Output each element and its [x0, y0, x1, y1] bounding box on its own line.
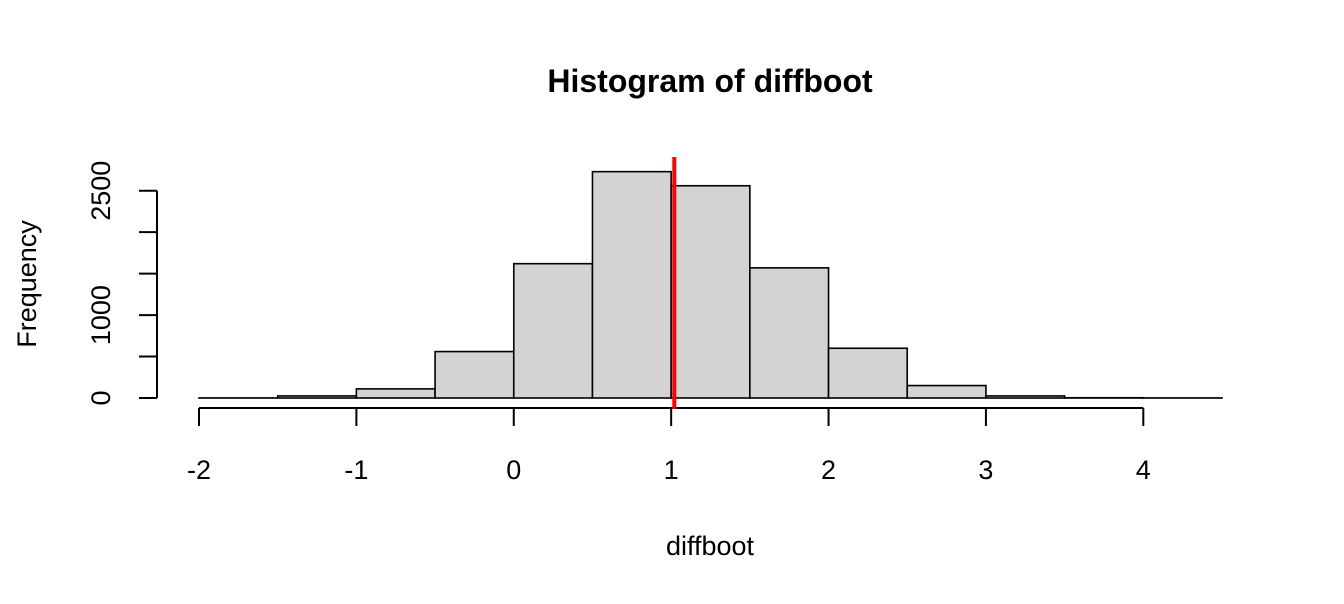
chart-title: Histogram of diffboot	[547, 63, 873, 99]
histogram-bar-1	[276, 395, 358, 399]
x-axis-label: diffboot	[666, 531, 755, 561]
x-tick-label-6: 4	[1136, 455, 1151, 485]
histogram-bar-3	[434, 350, 515, 399]
histogram-bar-2	[355, 388, 436, 399]
histogram-bar-10	[985, 395, 1066, 399]
x-tick-label-3: 1	[664, 455, 679, 485]
histogram-bar-9	[906, 384, 987, 399]
y-tick-label-5: 2500	[86, 161, 116, 221]
x-tick-label-2: 0	[506, 455, 521, 485]
histogram-bar-6	[670, 184, 751, 399]
axes-layer: -2 -1 0 1 2 3 4 0 1000 2500	[86, 161, 1151, 485]
x-tick-label-4: 2	[821, 455, 836, 485]
y-tick-label-2: 1000	[86, 285, 116, 345]
histogram-bar-4	[512, 262, 594, 399]
x-tick-label-0: -2	[187, 455, 211, 485]
x-tick-label-5: 3	[978, 455, 993, 485]
histogram-bar-5	[591, 170, 672, 399]
bars-layer	[198, 170, 1223, 399]
y-tick-label-0: 0	[86, 390, 116, 405]
x-tick-label-1: -1	[344, 455, 368, 485]
histogram-bar-7	[749, 267, 830, 399]
histogram-bar-8	[827, 347, 909, 399]
y-axis-label: Frequency	[12, 220, 42, 348]
